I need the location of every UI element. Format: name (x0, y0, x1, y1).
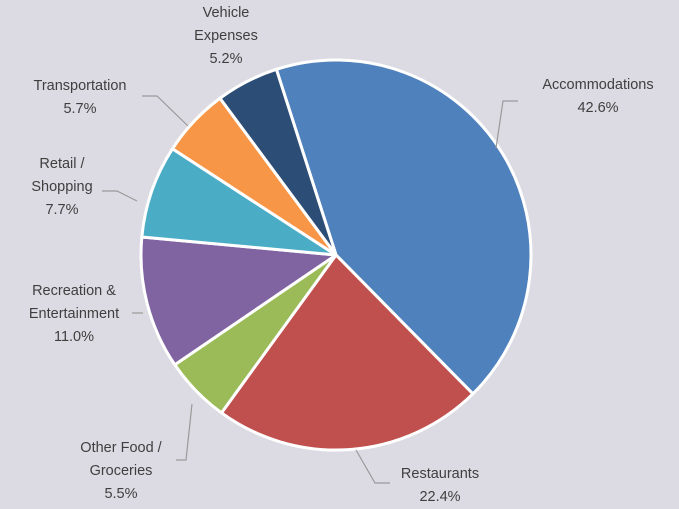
label-retail-line1: Retail / (39, 156, 85, 172)
label-recreation-value: 11.0% (53, 329, 95, 345)
label-recreation-line1: Recreation & (32, 283, 116, 299)
label-retail-shopping: Retail / Shopping 7.7% (17, 153, 107, 222)
label-accommodations: Accommodations 42.6% (528, 74, 668, 120)
label-transportation: Transportation 5.7% (19, 75, 141, 121)
label-retail-value: 7.7% (45, 202, 79, 218)
label-restaurants-name: Restaurants (400, 466, 480, 482)
leader-restaurants (355, 449, 390, 484)
label-other-food-value: 5.5% (104, 486, 138, 502)
label-vehicle-line2: Expenses (194, 28, 258, 44)
label-other-food-groceries: Other Food / Groceries 5.5% (66, 437, 176, 506)
label-restaurants: Restaurants 22.4% (384, 463, 496, 509)
label-recreation-line2: Entertainment (28, 306, 120, 322)
label-retail-line2: Shopping (31, 179, 93, 195)
label-recreation-entertainment: Recreation & Entertainment 11.0% (14, 280, 134, 349)
label-vehicle-expenses: Vehicle Expenses 5.2% (176, 2, 276, 71)
slice-accommodations (274, 58, 533, 396)
leader-retail-shopping (102, 190, 138, 202)
label-restaurants-value: 22.4% (419, 489, 461, 505)
slice-retail-shopping (140, 147, 338, 257)
leader-other-food-groceries (176, 403, 193, 461)
label-vehicle-value: 5.2% (209, 51, 243, 67)
leader-transportation (142, 95, 189, 127)
slice-vehicle-expenses (218, 67, 338, 257)
label-accommodations-value: 42.6% (577, 100, 619, 116)
label-accommodations-name: Accommodations (542, 77, 654, 93)
leader-accommodations (495, 100, 518, 149)
label-transportation-value: 5.7% (63, 101, 97, 117)
label-transportation-name: Transportation (33, 78, 127, 94)
label-other-food-line2: Groceries (89, 463, 153, 479)
label-other-food-line1: Other Food / (80, 440, 162, 456)
slice-recreation-entertainment (139, 235, 338, 367)
label-vehicle-line1: Vehicle (202, 5, 250, 21)
slice-restaurants (219, 253, 475, 452)
